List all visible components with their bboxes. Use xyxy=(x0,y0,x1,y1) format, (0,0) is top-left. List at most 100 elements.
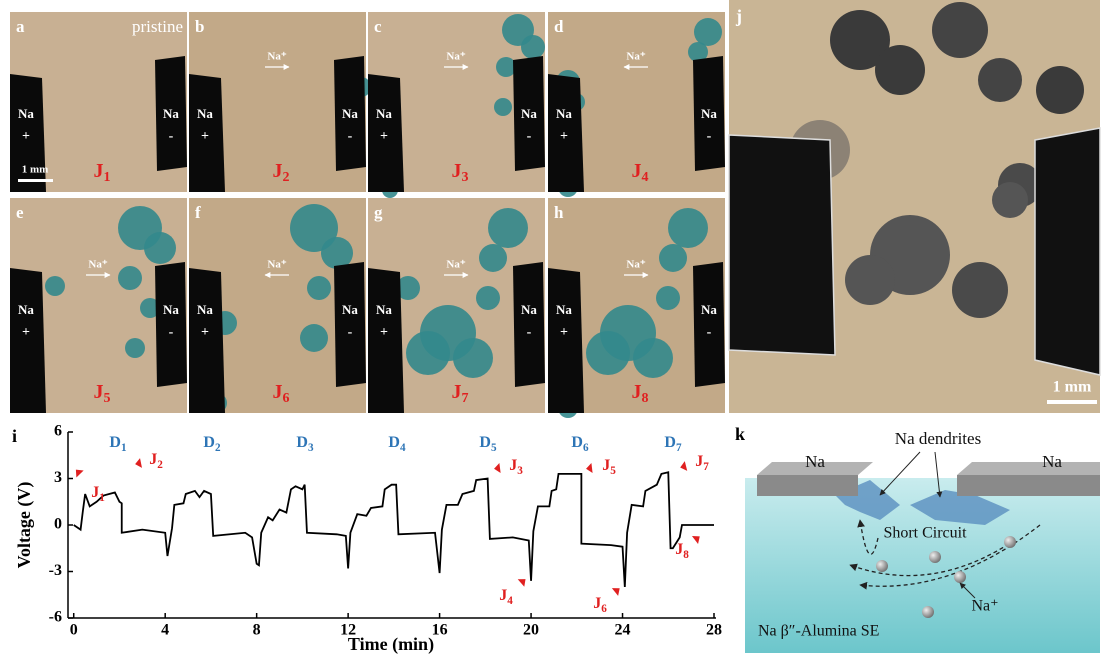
ion-label: Na⁺ xyxy=(446,259,465,271)
electrode-label: Na xyxy=(163,106,179,121)
annotation-main: D xyxy=(296,434,308,451)
y-tick-label: -6 xyxy=(49,609,62,626)
electrode-left xyxy=(189,268,225,413)
scale-bar xyxy=(18,179,53,182)
schematic-label: Short Circuit xyxy=(883,525,967,542)
annotation-sub: 5 xyxy=(610,464,616,476)
y-axis-label: Voltage (V) xyxy=(14,482,35,569)
dendrite xyxy=(300,324,328,352)
electrode-sign: - xyxy=(707,129,712,144)
chart: i-6-30360481216202428Time (min)Voltage (… xyxy=(12,423,722,655)
slab-left xyxy=(757,475,858,496)
ion-label: Na⁺ xyxy=(88,259,107,271)
panel-letter: k xyxy=(735,424,745,444)
electrode-left xyxy=(368,268,404,413)
annotation-arrow xyxy=(612,588,620,596)
annotation: J4 xyxy=(499,587,513,607)
dendrite xyxy=(952,262,1008,318)
electrode-sign: + xyxy=(201,129,209,144)
y-tick-label: 0 xyxy=(54,516,62,533)
annotation-sub: 7 xyxy=(676,441,682,453)
electrode-sign: - xyxy=(348,325,353,340)
annotation-main: J xyxy=(602,457,610,474)
annotation-sub: 6 xyxy=(583,441,589,453)
annotation-main: J xyxy=(91,484,99,501)
annotation-sub: 4 xyxy=(507,594,513,606)
panel-letter: j xyxy=(735,6,742,26)
image-panel: gNa⁺Na+Na-J7 xyxy=(368,198,545,413)
junction-label-main: J xyxy=(452,381,462,403)
figure: apristineNa+Na-J11 mmbNa⁺Na+Na-J2cNa⁺Na+… xyxy=(0,0,1108,659)
panel-letter: g xyxy=(374,203,383,222)
junction-label-sub: 6 xyxy=(283,391,290,406)
dendrite xyxy=(125,338,145,358)
junction-label-sub: 3 xyxy=(462,170,469,185)
dendrite xyxy=(521,35,545,59)
annotation: D1 xyxy=(109,434,127,454)
ion-label: Na⁺ xyxy=(626,259,645,271)
dendrite xyxy=(845,255,895,305)
electrode-label: Na xyxy=(163,302,179,317)
junction-label-main: J xyxy=(632,160,642,182)
dendrite xyxy=(453,338,493,378)
panel-note: pristine xyxy=(132,17,183,36)
annotation-sub: 7 xyxy=(703,460,709,472)
dendrite xyxy=(694,18,722,46)
electrode-sign: - xyxy=(707,325,712,340)
electrode-sign: - xyxy=(527,325,532,340)
panel-letter: h xyxy=(554,203,564,222)
annotation: D3 xyxy=(296,434,314,454)
annotation-sub: 3 xyxy=(308,441,314,453)
schematic-label: Na xyxy=(805,452,825,471)
image-panel: dNa⁺Na+Na-J4 xyxy=(548,12,725,197)
annotation-arrow xyxy=(76,470,84,478)
dendrite xyxy=(1036,66,1084,114)
annotation-sub: 5 xyxy=(491,441,497,453)
electrode-sign: - xyxy=(169,129,174,144)
junction-label-sub: 2 xyxy=(283,170,290,185)
dendrite xyxy=(586,331,630,375)
schematic-label: Na xyxy=(1042,452,1062,471)
x-tick-label: 28 xyxy=(706,622,722,639)
electrode-sign: + xyxy=(380,129,388,144)
annotation-sub: 6 xyxy=(601,602,607,614)
annotation-main: J xyxy=(149,451,157,468)
dendrite xyxy=(307,276,331,300)
electrode-label: Na xyxy=(18,106,34,121)
electrode-sign: + xyxy=(560,325,568,340)
junction-label-sub: 4 xyxy=(642,170,649,185)
y-tick-label: 3 xyxy=(54,469,62,486)
electrode-sign: + xyxy=(560,129,568,144)
electrode-label: Na xyxy=(342,106,358,121)
dendrite xyxy=(479,244,507,272)
electrode-right xyxy=(1035,128,1100,375)
annotation-main: J xyxy=(509,457,517,474)
electrode-label: Na xyxy=(556,302,572,317)
electrode-sign: - xyxy=(527,129,532,144)
ion-sphere xyxy=(929,551,941,563)
panel-letter: i xyxy=(12,426,17,446)
dendrite xyxy=(659,244,687,272)
junction-label-main: J xyxy=(452,160,462,182)
ion-sphere xyxy=(954,571,966,583)
annotation-main: J xyxy=(499,587,507,604)
panel-letter: c xyxy=(374,17,382,36)
annotation-sub: 2 xyxy=(215,441,221,453)
voltage-line xyxy=(74,472,714,587)
dendrite xyxy=(992,182,1028,218)
y-tick-label: -3 xyxy=(49,562,62,579)
electrode-left xyxy=(729,135,835,355)
image-panel: eNa⁺Na+Na-J5 xyxy=(10,198,187,413)
image-panel: hNa⁺Na+Na-J8 xyxy=(548,198,725,418)
electrode-label: Na xyxy=(521,302,537,317)
annotation-arrow xyxy=(494,463,501,473)
electrode-left xyxy=(10,268,46,413)
y-tick-label: 6 xyxy=(54,423,62,440)
junction-label-main: J xyxy=(632,381,642,403)
image-panel: apristineNa+Na-J11 mm xyxy=(10,12,187,192)
junction-label-sub: 5 xyxy=(104,391,111,406)
annotation-main: D xyxy=(388,434,400,451)
annotation: J2 xyxy=(149,451,163,471)
junction-label-main: J xyxy=(273,381,283,403)
annotation-sub: 8 xyxy=(683,548,689,560)
